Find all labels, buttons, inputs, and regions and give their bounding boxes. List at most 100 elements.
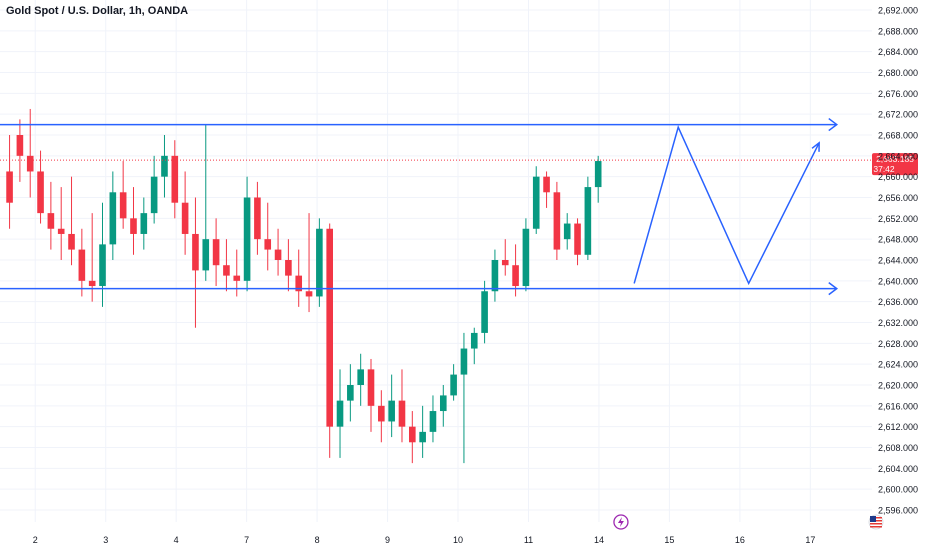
candle [574, 218, 581, 266]
candle [409, 411, 416, 464]
candle [57, 187, 65, 260]
candle-body [522, 228, 530, 287]
candle-body [150, 176, 158, 214]
y-tick-label: 2,648.000 [878, 235, 918, 245]
x-tick-label: 15 [664, 535, 674, 545]
candle [26, 108, 34, 198]
price-axis[interactable]: 2,596.000 2,600.000 2,604.000 2,608.000 2,61… [878, 6, 918, 516]
x-tick-label: 14 [594, 535, 604, 545]
candle-body [181, 202, 189, 234]
candle-body [37, 171, 44, 214]
y-tick-label: 2,664.000 [878, 151, 918, 161]
lightning-icon [613, 514, 629, 530]
y-tick-label: 2,608.000 [878, 443, 918, 453]
y-tick-label: 2,684.000 [878, 47, 918, 57]
candle [367, 358, 375, 432]
candle-body [223, 265, 230, 276]
support-line-arrow [828, 282, 839, 296]
y-tick-label: 2,672.000 [878, 110, 918, 120]
y-tick-label: 2,620.000 [878, 381, 918, 391]
candle-body [233, 275, 241, 281]
candle-body [202, 239, 210, 271]
candle-body [594, 161, 602, 188]
y-tick-label: 2,668.000 [878, 131, 918, 141]
candle-body [212, 239, 220, 266]
candle-body [357, 369, 364, 385]
y-tick-label: 2,676.000 [878, 89, 918, 99]
candle [491, 249, 499, 302]
candle [99, 202, 106, 307]
candle-body [512, 265, 519, 287]
bottom-icons [613, 514, 884, 530]
y-tick-label: 2,652.000 [878, 214, 918, 224]
candle-body [481, 291, 488, 333]
candle-body [171, 155, 179, 203]
candle-body [78, 249, 86, 281]
candle-body [57, 228, 65, 234]
candle [192, 197, 199, 328]
candle-body [553, 192, 561, 250]
candle [501, 239, 509, 276]
candles [6, 108, 602, 464]
candle [119, 161, 127, 229]
candle-body [409, 426, 416, 443]
candle-body [429, 411, 437, 432]
price-tag-countdown: 37:42 [873, 164, 895, 174]
candle [460, 332, 468, 464]
y-tick-label: 2,692.000 [878, 6, 918, 16]
candle [254, 181, 261, 255]
x-tick-label: 16 [735, 535, 745, 545]
candle [357, 353, 364, 406]
candle [429, 395, 437, 443]
candle-body [326, 228, 334, 427]
candle [450, 364, 457, 401]
drawings [0, 117, 839, 296]
candle [264, 202, 272, 271]
candle [6, 135, 13, 229]
candle [88, 213, 96, 302]
candle [202, 124, 210, 281]
candle [171, 140, 179, 219]
projection-path [633, 125, 820, 286]
time-axis[interactable]: 2 3 4 7 8 9 10 11 14 15 16 17 [33, 535, 816, 545]
candle-body [398, 400, 406, 427]
y-tick-label: 2,640.000 [878, 276, 918, 286]
candle [223, 239, 230, 292]
x-tick-label: 4 [174, 535, 179, 545]
candle [274, 228, 282, 276]
candle-body [26, 155, 34, 172]
candle [584, 176, 592, 260]
candle [37, 150, 44, 224]
x-tick-label: 7 [244, 535, 249, 545]
price-tag-box [872, 153, 918, 176]
candle-body [450, 374, 457, 396]
candle [285, 239, 292, 292]
candle-body [192, 233, 199, 271]
candle [481, 280, 488, 344]
x-tick-label: 2 [33, 535, 38, 545]
grid-lines [0, 0, 872, 522]
candle [378, 390, 385, 443]
candle [522, 218, 530, 292]
candle-body [563, 223, 571, 240]
candle [543, 171, 550, 208]
candle-body [532, 176, 540, 229]
candle [233, 249, 241, 297]
candle [316, 218, 323, 307]
y-tick-label: 2,632.000 [878, 318, 918, 328]
x-tick-label: 9 [385, 535, 390, 545]
resistance-line-arrow [828, 117, 839, 132]
candle [563, 213, 571, 250]
y-tick-label: 2,688.000 [878, 26, 918, 36]
candle-body [460, 348, 468, 375]
candle-body [378, 405, 385, 422]
candle-body [295, 275, 303, 292]
candle [181, 171, 189, 255]
y-tick-label: 2,600.000 [878, 485, 918, 495]
candle [109, 171, 117, 260]
x-tick-label: 3 [103, 535, 108, 545]
us-flag-icon [868, 514, 884, 530]
candle [305, 213, 313, 313]
